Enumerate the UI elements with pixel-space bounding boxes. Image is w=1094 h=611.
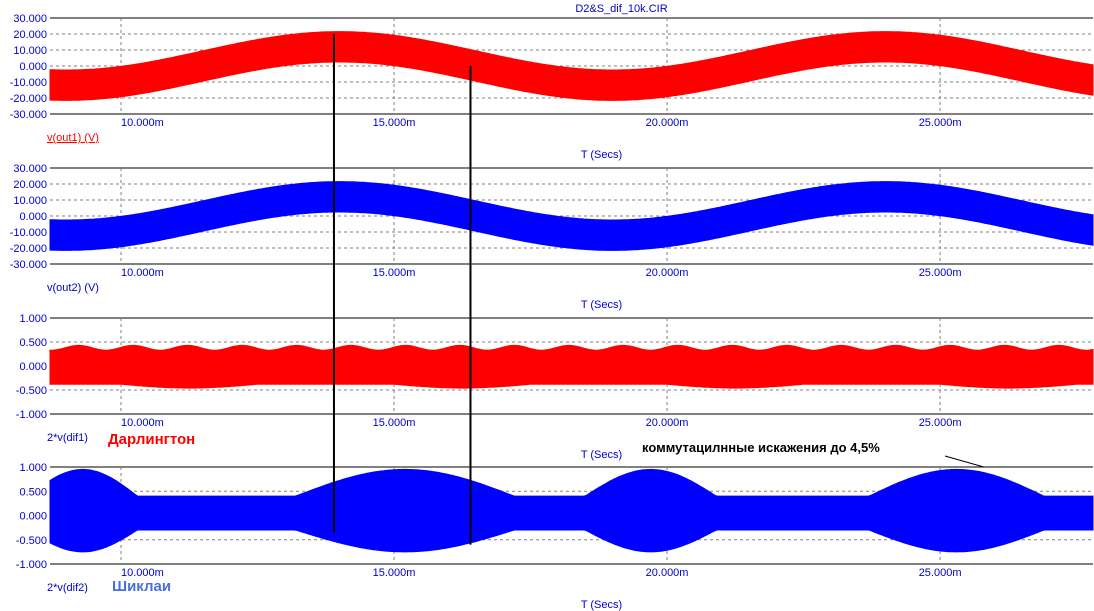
y-axis-label: v(out2) (V)	[47, 282, 99, 294]
y-tick-label: 0.500	[19, 486, 47, 498]
y-axis-label: 2*v(dif2)	[47, 582, 88, 594]
x-tick-label: 20.000m	[646, 267, 689, 279]
y-tick-label: -1.000	[16, 409, 47, 421]
x-tick-label: 20.000m	[646, 117, 689, 129]
x-tick-label: 25.000m	[919, 117, 962, 129]
y-tick-label: 30.000	[13, 13, 47, 25]
x-tick-label: 10.000m	[121, 417, 164, 429]
x-tick-label: 25.000m	[919, 567, 962, 579]
y-tick-label: -0.500	[16, 535, 47, 547]
y-tick-label: 0.000	[19, 211, 47, 223]
x-tick-label: 10.000m	[121, 267, 164, 279]
x-axis-label: T (Secs)	[581, 149, 622, 161]
y-tick-label: 0.000	[19, 511, 47, 523]
series-label: Шиклаи	[112, 578, 171, 595]
y-tick-label: -20.000	[10, 93, 47, 105]
signal-band	[49, 468, 1094, 553]
x-tick-label: 15.000m	[373, 267, 416, 279]
x-axis-label: T (Secs)	[581, 599, 622, 611]
signal-band	[49, 344, 1094, 389]
y-tick-label: 1.000	[19, 313, 47, 325]
y-tick-label: 1.000	[19, 462, 47, 474]
annotation-text: коммутацилнные искажения до 4,5%	[642, 440, 880, 455]
signal-band	[49, 31, 1094, 101]
y-tick-label: -30.000	[10, 109, 47, 121]
signal-band	[49, 181, 1094, 251]
y-tick-label: -10.000	[10, 77, 47, 89]
annotation-leader	[944, 455, 984, 468]
y-tick-label: -0.500	[16, 385, 47, 397]
x-tick-label: 10.000m	[121, 117, 164, 129]
x-tick-label: 15.000m	[373, 117, 416, 129]
y-tick-label: 0.000	[19, 61, 47, 73]
x-tick-label: 20.000m	[646, 417, 689, 429]
x-axis-label: T (Secs)	[581, 299, 622, 311]
y-tick-label: 20.000	[13, 179, 47, 191]
series-label: Дарлингтон	[108, 431, 195, 448]
y-tick-label: 0.500	[19, 337, 47, 349]
x-axis-label: T (Secs)	[581, 449, 622, 461]
y-tick-label: -10.000	[10, 227, 47, 239]
x-tick-label: 15.000m	[373, 567, 416, 579]
y-tick-label: 0.000	[19, 361, 47, 373]
y-tick-label: -1.000	[16, 559, 47, 571]
chart-title: D2&S_dif_10k.CIR	[575, 3, 667, 15]
x-tick-label: 25.000m	[919, 267, 962, 279]
x-tick-label: 15.000m	[373, 417, 416, 429]
y-axis-label: 2*v(dif1)	[47, 432, 88, 444]
x-tick-label: 20.000m	[646, 567, 689, 579]
y-tick-label: 20.000	[13, 29, 47, 41]
y-tick-label: -30.000	[10, 259, 47, 271]
y-axis-label: v(out1) (V)	[47, 132, 99, 144]
y-tick-label: 10.000	[13, 195, 47, 207]
x-tick-label: 10.000m	[121, 567, 164, 579]
y-tick-label: 30.000	[13, 163, 47, 175]
y-tick-label: -20.000	[10, 243, 47, 255]
x-tick-label: 25.000m	[919, 417, 962, 429]
y-tick-label: 10.000	[13, 45, 47, 57]
